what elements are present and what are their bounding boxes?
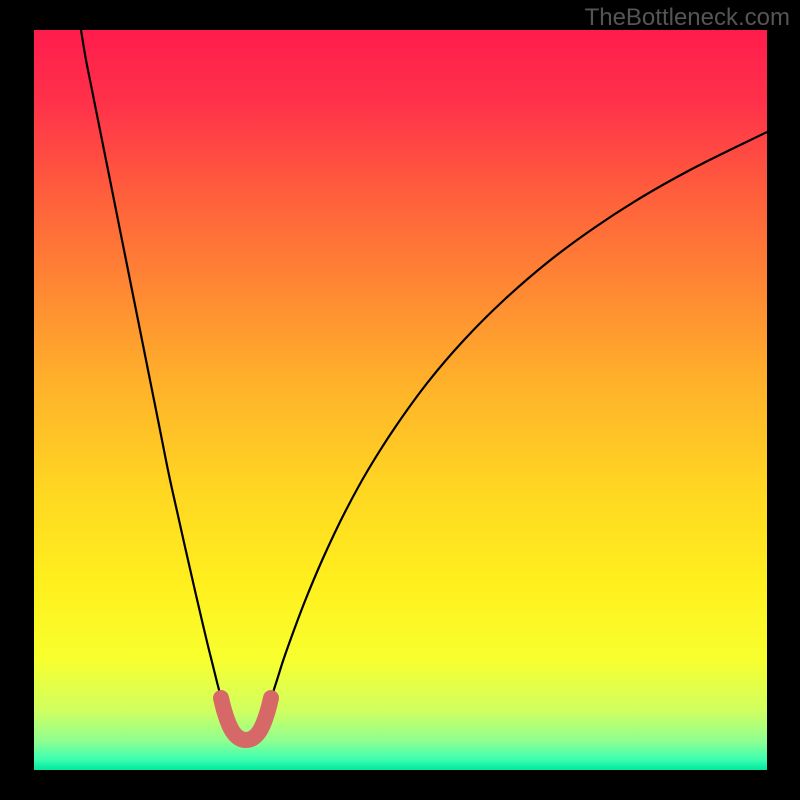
watermark-text: TheBottleneck.com [585,4,790,32]
curves-layer [34,30,767,770]
plot-area [34,30,767,770]
right-curve [269,132,767,706]
valley-overlay [221,698,271,740]
left-curve [81,30,223,706]
chart-canvas: TheBottleneck.com [0,0,800,800]
